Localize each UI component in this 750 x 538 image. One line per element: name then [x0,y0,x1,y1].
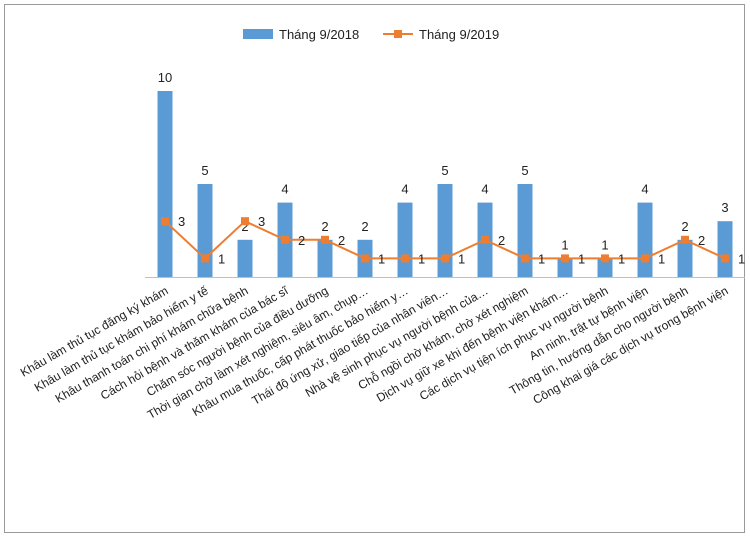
bar [517,184,533,277]
line-marker [161,217,169,226]
bar-value-label: 1 [601,237,608,252]
bar [437,184,453,277]
bar [317,239,333,277]
bar [597,258,613,277]
line-marker [441,254,449,263]
bar [717,221,733,277]
line-marker [201,254,209,263]
line-value-label: 2 [298,233,305,248]
bar [157,91,173,277]
bar [677,239,693,277]
bar-value-label: 5 [521,163,528,178]
line-value-label: 1 [658,251,665,266]
legend-label: Tháng 9/2019 [419,27,499,42]
line-marker [401,254,409,263]
bar-value-label: 5 [441,163,448,178]
bar-value-label: 3 [721,200,728,215]
bar-value-label: 5 [201,163,208,178]
line-value-label: 1 [578,251,585,266]
bar [637,202,653,277]
line-value-label: 2 [498,233,505,248]
line-value-label: 3 [258,214,265,229]
bar [397,202,413,277]
line-value-label: 2 [698,233,705,248]
line-value-label: 1 [618,251,625,266]
bar-value-label: 4 [281,182,288,197]
bar [557,258,573,277]
line-value-label: 1 [538,251,545,266]
line-marker [241,217,249,226]
legend-swatch-bar [243,29,273,39]
bar-value-label: 1 [561,237,568,252]
bar-value-label: 10 [158,70,172,85]
bar-value-label: 4 [481,182,488,197]
bar-value-label: 2 [321,219,328,234]
bar-value-label: 2 [681,219,688,234]
line-value-label: 1 [418,251,425,266]
line-marker [561,254,569,263]
bar-value-label: 4 [401,182,408,197]
legend-label: Tháng 9/2018 [279,27,359,42]
legend-swatch-marker [394,30,402,38]
line-marker [641,254,649,263]
line-value-label: 2 [338,233,345,248]
bar [197,184,213,277]
line-marker [481,235,489,244]
line-marker [601,254,609,263]
line-marker [521,254,529,263]
line-value-label: 1 [378,251,385,266]
chart-frame [4,4,745,533]
bar [237,239,253,277]
line-marker [361,254,369,263]
bar-value-label: 2 [361,219,368,234]
line-value-label: 1 [218,251,225,266]
bar-value-label: 4 [641,182,648,197]
line-marker [681,235,689,244]
line-value-label: 3 [178,214,185,229]
line-value-label: 1 [458,251,465,266]
line-marker [721,254,729,263]
line-marker [281,235,289,244]
bar-value-label: 2 [241,219,248,234]
line-value-label: 1 [738,251,745,266]
line-marker [321,235,329,244]
